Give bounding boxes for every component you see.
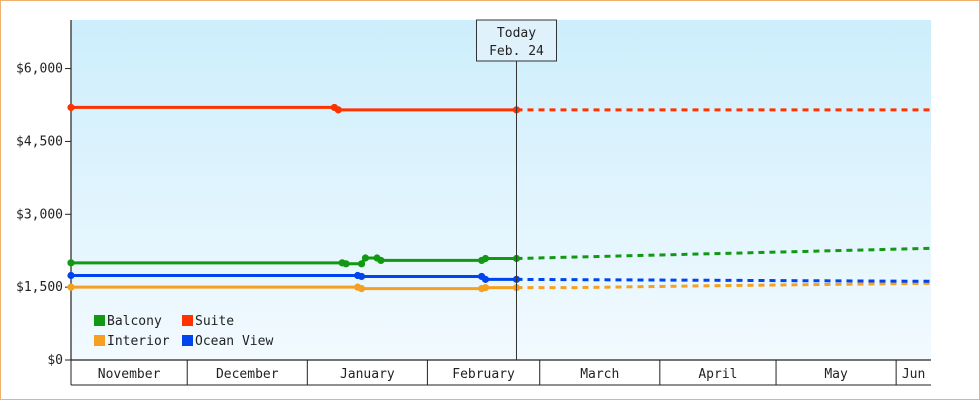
legend-item-ocean-view[interactable]: Ocean View [182,334,273,349]
y-tick-label: $0 [47,353,63,368]
month-label: March [580,367,619,382]
legend-item-interior[interactable]: Interior [94,334,170,349]
data-point[interactable] [481,275,490,283]
series-suite [67,103,931,114]
legend-swatch [94,315,105,326]
y-tick-label: $4,500 [16,134,63,149]
data-point[interactable] [357,285,366,293]
legend-label: Ocean View [195,334,273,349]
today-date: Feb. 24 [489,44,544,59]
series-interior [67,281,932,293]
data-point[interactable] [67,259,75,267]
legend-swatch [182,315,193,326]
month-label: January [340,367,395,382]
legend-label: Balcony [107,314,162,329]
series-line-forecast [516,246,932,260]
plot-background [71,20,931,360]
data-point[interactable] [334,106,342,114]
data-point[interactable] [67,283,75,291]
month-label: Jun [902,367,925,382]
legend-item-suite[interactable]: Suite [182,314,234,329]
month-label: November [98,367,161,382]
today-box [475,19,557,62]
legend-label: Suite [195,314,234,329]
today-label: Today [497,26,536,41]
data-point[interactable] [342,260,350,268]
series-balcony [67,246,932,268]
legend-item-balcony[interactable]: Balcony [94,314,162,329]
data-point[interactable] [377,256,385,265]
series-line-forecast [516,277,932,283]
data-point[interactable] [357,260,366,268]
data-point[interactable] [67,271,75,280]
data-point[interactable] [357,272,366,281]
series-line-actual [71,274,517,281]
month-label: May [824,367,848,382]
data-point[interactable] [67,103,75,112]
legend-swatch [94,335,105,346]
y-tick-label: $3,000 [16,207,63,222]
month-label: February [452,367,515,382]
y-tick-label: $6,000 [16,62,63,77]
legend-label: Interior [107,334,170,349]
data-point[interactable] [481,254,490,263]
legend-swatch [182,335,193,346]
series-line-actual [71,285,517,291]
data-point[interactable] [481,284,490,292]
y-tick-label: $1,500 [16,280,63,295]
data-point[interactable] [361,254,370,262]
month-label: December [216,367,279,382]
month-label: April [698,367,737,382]
